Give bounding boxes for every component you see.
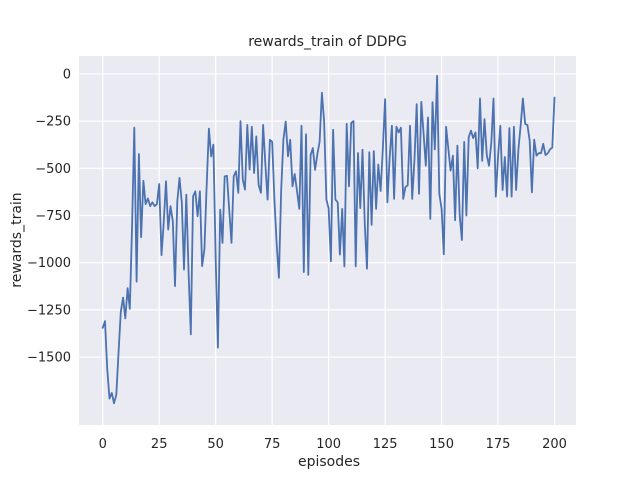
x-tick-label: 175	[486, 437, 511, 452]
y-tick-label: −750	[35, 209, 71, 224]
y-tick-label: −1500	[27, 351, 71, 366]
y-tick-label: −1000	[27, 256, 71, 271]
x-tick-label: 25	[151, 437, 168, 452]
y-tick-label: −250	[35, 115, 71, 130]
x-tick-label: 0	[99, 437, 107, 452]
x-tick-label: 75	[264, 437, 281, 452]
plot-background	[79, 56, 576, 425]
y-tick-label: −1250	[27, 303, 71, 318]
series-line	[101, 74, 556, 405]
x-tick-label: 200	[542, 437, 567, 452]
chart-title: rewards_train of DDPG	[248, 34, 407, 50]
x-axis-label: episodes	[298, 454, 360, 470]
y-tick-label: 0	[63, 67, 71, 82]
x-tick-label: 100	[316, 437, 341, 452]
x-tick-label: 50	[207, 437, 224, 452]
y-tick-label: −500	[35, 162, 71, 177]
x-tick-label: 150	[429, 437, 454, 452]
y-axis-label: rewards_train	[9, 192, 25, 287]
x-tick-label: 125	[373, 437, 398, 452]
